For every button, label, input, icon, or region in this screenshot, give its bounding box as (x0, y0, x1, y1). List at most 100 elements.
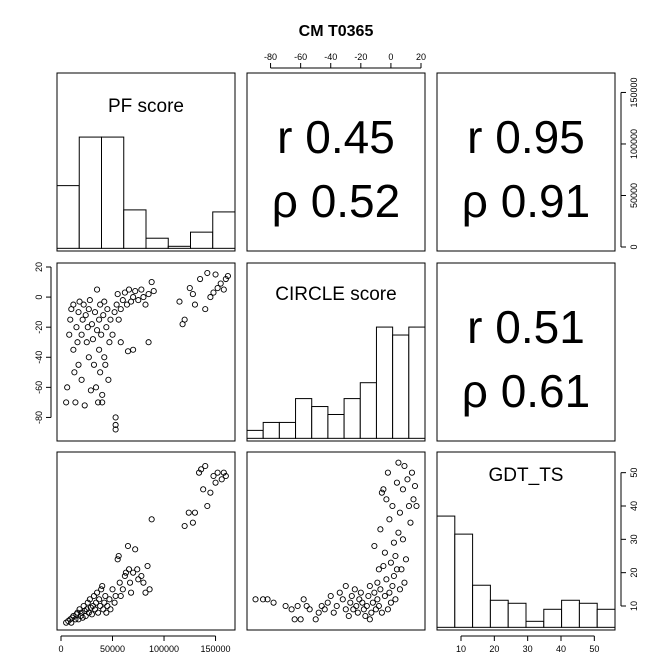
circle-vs-gdt-point (401, 462, 408, 470)
pf-vs-circle-point (88, 321, 95, 328)
circle-vs-gdt-point (392, 552, 399, 560)
pf-vs-gdt-point (191, 509, 198, 516)
circle-left-tick-label: -80 (34, 411, 44, 424)
circle-vs-gdt-point (270, 599, 277, 606)
circle-vs-gdt-point (396, 509, 403, 516)
gdt-histogram-bar (454, 533, 474, 628)
pf-histogram-bar (56, 185, 80, 249)
circle-vs-gdt-point (324, 599, 331, 606)
pf-histogram-bar (145, 237, 169, 249)
gdt-histogram-bar (543, 608, 563, 628)
pf-vs-circle-point (204, 269, 211, 277)
pf-vs-circle-point (150, 288, 157, 295)
pf-vs-circle-point (207, 294, 214, 301)
circle-left-tick-label: 20 (34, 262, 44, 272)
circle-vs-gdt-point (405, 502, 413, 510)
pf-vs-gdt-point (91, 606, 99, 613)
spearman-rho-label: ρ 0.52 (272, 175, 400, 227)
pf-vs-circle-point (112, 421, 119, 429)
gdt-bottom-tick-label: 40 (556, 644, 566, 654)
pf-vs-gdt-point (83, 606, 90, 613)
pf-vs-gdt-point (122, 569, 129, 576)
circle-top-tick-label: -80 (264, 52, 277, 62)
pf-vs-gdt-point (117, 592, 124, 600)
circle-vs-gdt-point (371, 542, 378, 550)
pf-right-tick-label: 0 (629, 244, 639, 249)
pf-vs-gdt-point (212, 479, 219, 486)
gdt-right-tick-label: 30 (629, 534, 639, 544)
circle-vs-gdt-point (374, 596, 381, 603)
pf-vs-circle-point (76, 298, 83, 305)
panel-frames (56, 72, 616, 631)
circle-vs-gdt-point (264, 596, 271, 603)
gdt-right-tick-label: 40 (629, 501, 639, 511)
circle-top-tick-label: -40 (324, 52, 337, 62)
circle-vs-gdt-point (402, 556, 410, 563)
circle-histogram-bar (246, 429, 264, 439)
pf-tick-label: 150000 (201, 644, 231, 654)
gdt-histogram-bar (578, 602, 598, 628)
circle-histogram-bar (359, 382, 377, 439)
pf-vs-circle-point (101, 354, 108, 361)
pf-vs-circle-point (89, 336, 96, 343)
pf-vs-gdt-point (148, 516, 155, 523)
circle-histogram-bar (392, 334, 410, 439)
pf-vs-gdt-point (97, 602, 104, 610)
circle-vs-gdt-point (372, 606, 379, 613)
pf-vs-gdt-point (82, 612, 89, 620)
pf-vs-circle-point (224, 272, 231, 280)
circle-vs-gdt-point (374, 579, 381, 586)
panel-frame (436, 72, 616, 252)
pf-vs-circle-point (102, 361, 109, 368)
circle-histogram-bar (408, 326, 426, 439)
pf-vs-gdt-point (119, 586, 126, 593)
circle-vs-gdt-point (386, 516, 393, 523)
pf-histogram-bar (78, 136, 102, 249)
pf-vs-gdt-point (94, 589, 101, 596)
pf-vs-circle-point (99, 391, 106, 398)
pf-tick-label: 100000 (149, 644, 179, 654)
circle-vs-gdt-point (294, 602, 301, 610)
pf-vs-gdt-point (130, 569, 137, 576)
circle-vs-gdt-point (315, 609, 322, 616)
circle-vs-gdt-point (363, 602, 370, 610)
pf-vs-circle-point (176, 298, 183, 305)
panel-frame (56, 72, 236, 252)
pf-vs-circle-point (70, 346, 77, 353)
circle-vs-gdt-point (396, 586, 403, 593)
circle-histogram-bar (311, 406, 329, 439)
variable-label: GDT_TS (489, 465, 564, 486)
pf-vs-gdt-point (90, 592, 98, 600)
circle-vs-gdt-point (380, 562, 387, 570)
pf-vs-gdt-point (121, 572, 128, 580)
pf-vs-gdt-point (134, 566, 141, 573)
pf-vs-circle-point (94, 286, 101, 293)
pf-vs-circle-point (132, 288, 139, 295)
pf-vs-circle-point (72, 399, 79, 406)
pf-histogram-bar (167, 245, 191, 249)
circle-vs-gdt-point (330, 609, 337, 616)
pf-vs-gdt-point (106, 596, 113, 603)
pf-vs-circle-point (114, 291, 121, 298)
pf-vs-circle-point (197, 275, 204, 283)
pf-vs-circle-point (85, 354, 92, 361)
circle-vs-gdt-point (410, 496, 417, 503)
pf-vs-gdt-point (220, 469, 227, 476)
circle-histogram-bar (278, 421, 297, 439)
pf-vs-gdt-point (125, 566, 133, 573)
pf-vs-gdt-point (204, 502, 211, 510)
pf-vs-circle-point (99, 399, 106, 406)
pf-vs-circle-point (189, 291, 196, 298)
pf-vs-circle-point (101, 298, 108, 305)
pf-vs-gdt-point (88, 611, 95, 618)
circle-vs-gdt-point (297, 616, 304, 623)
circle-vs-gdt-point (395, 529, 402, 536)
gdt-histogram-bar (507, 602, 527, 628)
pf-vs-circle-point (148, 278, 155, 286)
pf-vs-circle-point (145, 291, 152, 298)
pf-vs-circle-point (81, 402, 88, 409)
circle-vs-gdt-point (369, 599, 376, 606)
circle-vs-gdt-point (413, 502, 420, 510)
pf-vs-circle-point (138, 286, 145, 293)
circle-vs-gdt-point (392, 596, 399, 603)
